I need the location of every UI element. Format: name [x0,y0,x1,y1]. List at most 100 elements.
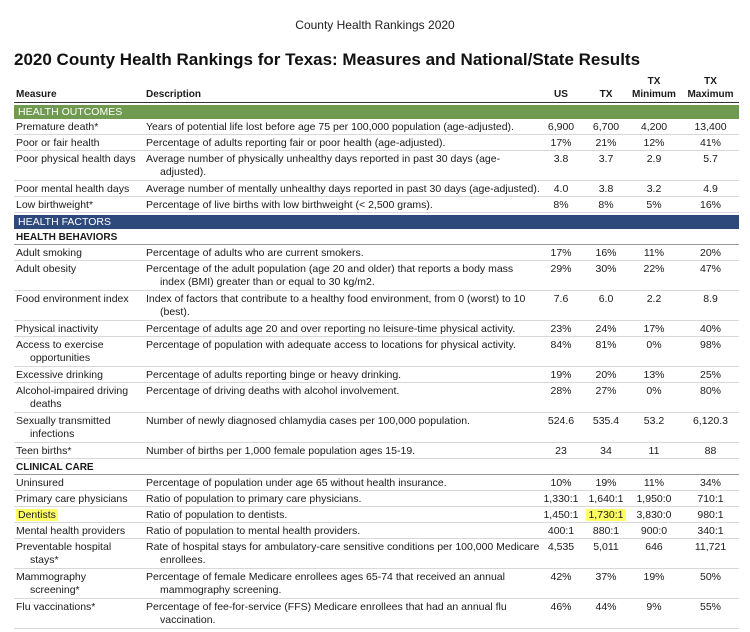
us-value: 19% [540,369,582,382]
us-value-text: 4.0 [553,183,569,195]
description-cell-text: Percentage of driving deaths with alcoho… [146,385,400,397]
table-header: Measure Description US TX TX Minimum TX … [14,75,739,103]
table-row: Physical inactivity Percentage of adults … [14,321,739,337]
description-cell: Ratio of population to primary care phys… [146,493,541,506]
us-value-text: 4,535 [547,541,575,553]
tx-value: 44% [584,601,628,614]
table-row: Low birthweight* Percentage of live birth… [14,197,739,213]
description-cell: Percentage of adults who are current smo… [146,247,541,260]
us-value-text: 524.6 [547,415,575,427]
tx-min-value-text: 13% [643,369,665,381]
tx-value: 37% [584,571,628,584]
col-us: US [554,89,568,100]
tx-max-value: 6,120.3 [682,415,739,428]
table-row: Adult obesity Percentage of the adult pop… [14,261,739,291]
tx-min-value-text: 12% [643,137,665,149]
us-value-text: 1,450:1 [543,509,579,521]
tx-max-value-text: 88 [704,445,717,457]
us-value-text: 84% [550,339,572,351]
us-value-text: 7.6 [553,293,569,305]
tx-value: 27% [584,385,628,398]
measure-cell: Flu vaccinations* [16,601,142,614]
us-value: 4,535 [540,541,582,554]
description-cell: Percentage of driving deaths with alcoho… [146,385,541,398]
measure-cell-text: Primary care physicians [16,493,128,505]
tx-value-text: 3.7 [598,153,614,165]
col-tx-min-top: TX [647,76,661,87]
table-row: Flu vaccinations* Percentage of fee-for-s… [14,599,739,629]
tx-min-value-text: 11 [648,445,660,457]
tx-max-value: 340:1 [682,525,739,538]
description-cell-text: Years of potential life lost before age … [146,121,514,133]
measure-cell-continued: stays* [30,554,59,566]
tx-max-value: 13,400 [682,121,739,134]
col-measure: Measure [16,89,57,100]
us-value: 46% [540,601,582,614]
tx-min-value-text: 5% [646,199,662,211]
tx-min-value-text: 2.9 [646,153,662,165]
tx-max-value: 4.9 [682,183,739,196]
tx-value-text: 6.0 [598,293,614,305]
measure-cell: Mental health providers [16,525,142,538]
description-cell: Percentage of adults age 20 and over rep… [146,323,541,336]
tx-max-value-text: 98% [699,339,721,351]
page-header: County Health Rankings 2020 [295,18,455,32]
us-value-text: 46% [550,601,572,613]
us-value: 10% [540,477,582,490]
us-value: 17% [540,247,582,260]
us-value: 4.0 [540,183,582,196]
description-cell-text: Percentage of adults age 20 and over rep… [146,323,516,335]
table-row: Teen births* Number of births per 1,000 f… [14,443,739,459]
subsection-clinical-care: CLINICAL CARE [14,460,739,475]
tx-min-value: 5% [628,199,680,212]
tx-max-value-text: 710:1 [697,493,724,505]
tx-value: 16% [584,247,628,260]
tx-value-text: 81% [595,339,617,351]
tx-max-value: 20% [682,247,739,260]
us-value: 42% [540,571,582,584]
measure-cell-text: Sexually transmitted [16,415,111,427]
description-cell: Rate of hospital stays for ambulatory-ca… [146,541,541,567]
tx-value: 34 [584,445,628,458]
tx-min-value: 0% [628,339,680,352]
us-value: 23% [540,323,582,336]
measure-cell: Poor or fair health [16,137,142,150]
table-row: Alcohol-impaired driving deaths Percentage… [14,383,739,413]
tx-max-value-text: 25% [699,369,721,381]
description-cell-text: Index of factors that contribute to a he… [146,293,526,305]
us-value: 28% [540,385,582,398]
measure-cell: Physical inactivity [16,323,142,336]
table-row: Mental health providers Ratio of populati… [14,523,739,539]
tx-value: 20% [584,369,628,382]
measure-cell-text: Poor or fair health [16,137,100,149]
tx-max-value: 25% [682,369,739,382]
tx-max-value-text: 55% [699,601,721,613]
us-value: 84% [540,339,582,352]
description-cell: Percentage of fee-for-service (FFS) Medi… [146,601,541,627]
us-value: 3.8 [540,153,582,166]
tx-value-text: 16% [595,247,617,259]
us-value-text: 28% [550,385,572,397]
tx-min-value: 646 [628,541,680,554]
measure-cell: Adult smoking [16,247,142,260]
tx-max-value-text: 4.9 [703,183,718,195]
tx-max-value: 980:1 [682,509,739,522]
description-cell-text: Percentage of female Medicare enrollees … [146,571,505,583]
table-row: Primary care physicians Ratio of populati… [14,491,739,507]
tx-max-value-text: 80% [699,385,721,397]
us-value-text: 42% [550,571,572,583]
tx-min-value: 13% [628,369,680,382]
measure-cell: Food environment index [16,293,142,306]
tx-max-value-text: 47% [699,263,721,275]
tx-min-value-text: 9% [646,601,662,613]
tx-min-value: 9% [628,601,680,614]
tx-value: 880:1 [584,525,628,538]
description-cell-text: Percentage of adults reporting binge or … [146,369,402,381]
description-cell-text: Number of births per 1,000 female popula… [146,445,416,457]
table-row: Food environment index Index of factors t… [14,291,739,321]
description-cell-continued: vaccination. [160,614,216,626]
tx-min-value-text: 1,950:0 [636,493,672,505]
measure-cell-continued: opportunities [30,352,91,364]
measure-cell: Low birthweight* [16,199,142,212]
measure-cell-text: Access to exercise [16,339,104,351]
